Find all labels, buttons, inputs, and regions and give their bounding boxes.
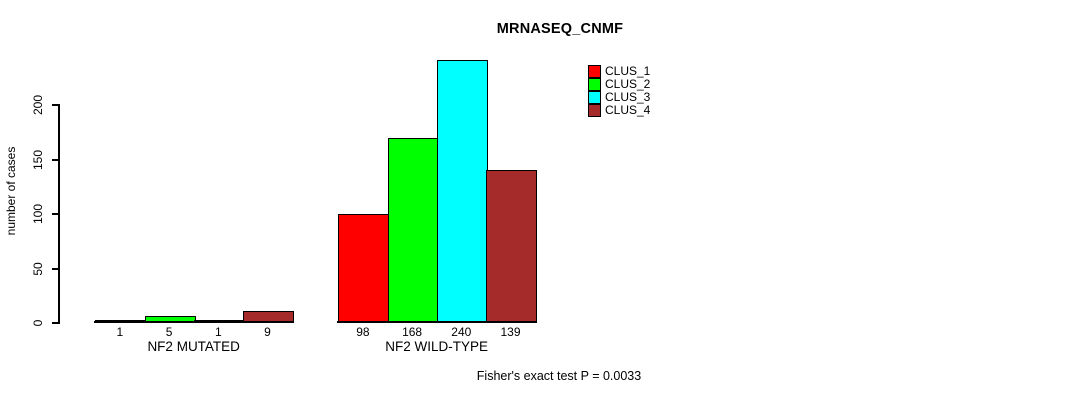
bar-clus-1-nf2-wild-type — [338, 214, 390, 323]
bar-clus-4-nf2-wild-type — [485, 169, 538, 323]
bar-value-label: 98 — [356, 325, 370, 339]
x-axis-baseline — [337, 321, 537, 323]
bar-value-label: 139 — [500, 325, 521, 339]
legend-swatch-clus-1 — [588, 64, 601, 78]
legend-item: CLUS_4 — [588, 103, 651, 118]
bar-value-label: 9 — [264, 325, 271, 339]
legend-swatch-clus-4 — [588, 103, 601, 117]
y-axis-label: number of cases — [4, 146, 18, 236]
bar-value-label: 168 — [402, 325, 423, 339]
y-axis-tick-label: 100 — [31, 204, 45, 225]
bar-value-label: 240 — [451, 325, 472, 339]
bar-value-label: 1 — [214, 325, 222, 339]
y-axis-tick — [52, 322, 59, 324]
legend: CLUS_1 CLUS_2 CLUS_3 CLUS_4 — [588, 64, 651, 118]
y-axis-tick-label: 50 — [31, 261, 45, 276]
category-label: NF2 WILD-TYPE — [385, 339, 489, 354]
legend-swatch-clus-3 — [588, 90, 601, 104]
y-axis-tick — [52, 267, 59, 270]
bar-value-label: 1 — [116, 325, 124, 339]
bar-clus-3-nf2-wild-type — [436, 59, 488, 323]
legend-label: CLUS_4 — [605, 103, 651, 118]
y-axis-tick — [52, 104, 59, 107]
y-axis-tick-label: 150 — [31, 149, 45, 170]
annotation-fishers-test: Fisher's exact test P = 0.0033 — [476, 369, 642, 383]
legend-item: CLUS_1 — [588, 64, 651, 79]
legend-item: CLUS_2 — [588, 77, 651, 92]
bar-clus-2-nf2-wild-type — [387, 138, 439, 323]
legend-label: CLUS_2 — [605, 77, 651, 92]
bar-value-label: 5 — [165, 325, 173, 339]
chart-title: MRNASEQ_CNMF — [496, 21, 624, 37]
category-label: NF2 MUTATED — [147, 339, 240, 354]
y-axis-line — [58, 104, 60, 324]
y-axis-tick — [52, 213, 59, 216]
legend-label: CLUS_1 — [605, 64, 651, 79]
legend-swatch-clus-2 — [588, 77, 601, 91]
legend-item: CLUS_3 — [588, 90, 651, 105]
y-axis-tick — [52, 158, 59, 161]
x-axis-baseline — [94, 321, 294, 323]
y-axis-tick-label: 0 — [31, 319, 45, 327]
y-axis-tick-label: 200 — [31, 95, 45, 116]
legend-label: CLUS_3 — [605, 90, 651, 105]
